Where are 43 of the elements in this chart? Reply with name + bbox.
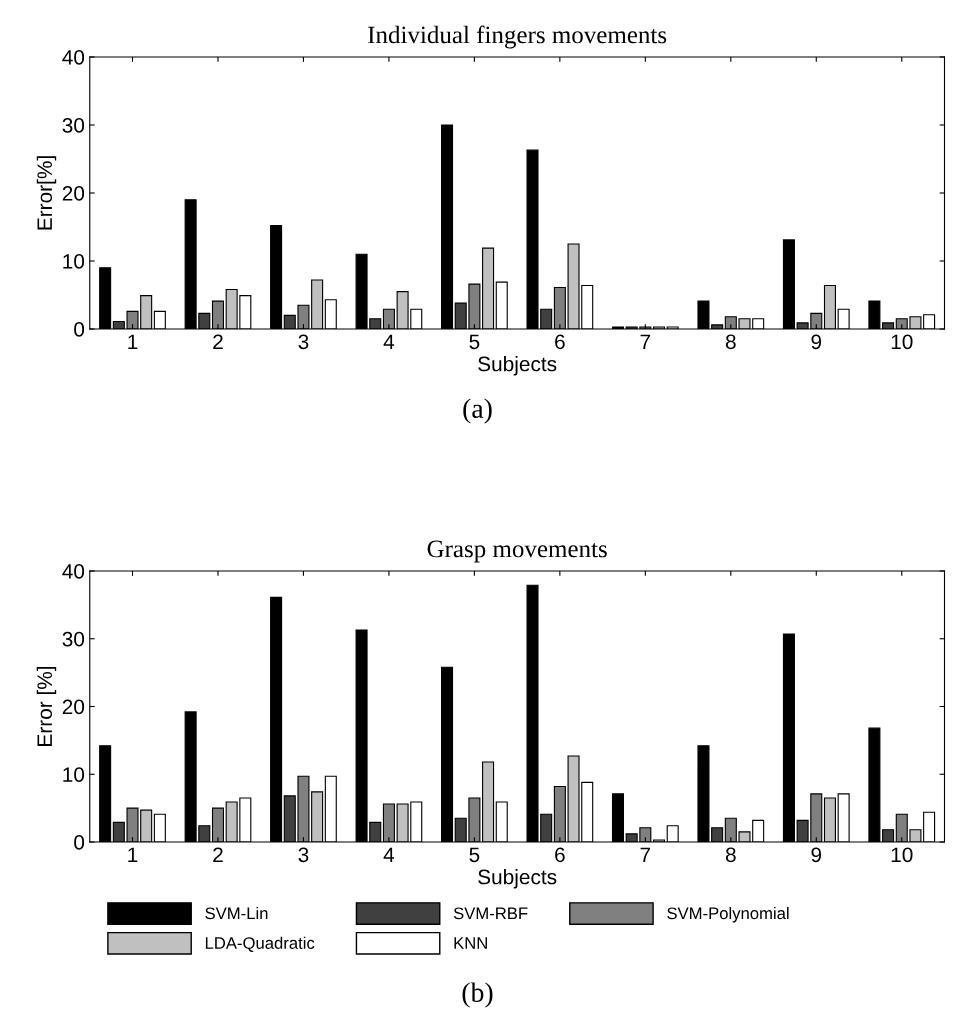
y-axis-title: Error[%] <box>36 156 57 230</box>
x-tick-label: 10 <box>891 334 913 350</box>
x-tick-label: 3 <box>298 334 309 350</box>
x-tick-label: 4 <box>383 334 395 349</box>
chart-title: Grasp movements <box>427 540 607 563</box>
x-tick-label: 7 <box>640 847 651 862</box>
legend-label: SVM-Lin <box>205 906 268 920</box>
x-tick-label: 8 <box>725 334 736 350</box>
y-tick-label: 30 <box>62 631 85 647</box>
y-tick-label: 20 <box>62 186 85 201</box>
x-axis-title: Subjects <box>478 356 557 376</box>
x-tick-label: 9 <box>811 847 822 863</box>
x-tick-label: 7 <box>640 334 651 349</box>
x-tick-label: 3 <box>298 847 309 863</box>
x-tick-label: 10 <box>891 847 913 863</box>
y-tick-label: 20 <box>62 699 85 715</box>
x-tick-label: 6 <box>555 847 565 863</box>
x-tick-label: 8 <box>725 847 736 863</box>
y-tick-label: 10 <box>63 767 85 782</box>
x-tick-label: 2 <box>213 847 223 862</box>
x-tick-label: 1 <box>128 847 138 862</box>
y-tick-label: 0 <box>74 322 85 337</box>
legend-label: SVM-Polynomial <box>667 906 789 923</box>
legend-label: SVM-RBF <box>453 907 528 920</box>
text: (b) <box>462 982 493 1008</box>
y-tick-label: 30 <box>62 118 85 133</box>
x-axis-title: Subjects <box>478 869 557 889</box>
y-tick-label: 0 <box>74 835 85 850</box>
x-tick-label: 4 <box>383 847 395 862</box>
x-tick-label: 5 <box>469 847 480 863</box>
x-tick-label: 1 <box>128 334 138 349</box>
x-tick-label: 9 <box>811 334 822 350</box>
chart-title: Individual fingers movements <box>368 25 667 49</box>
x-tick-label: 6 <box>555 334 565 350</box>
legend-label: KNN <box>454 937 487 949</box>
y-axis-title: Error [%] <box>36 666 57 746</box>
text: (a) <box>463 398 492 424</box>
legend-label: LDA-Quadratic <box>205 936 315 952</box>
x-tick-label: 5 <box>469 334 480 350</box>
y-tick-label: 40 <box>62 564 85 579</box>
x-tick-label: 2 <box>213 334 223 349</box>
y-tick-label: 40 <box>62 50 85 65</box>
y-tick-label: 10 <box>63 254 85 269</box>
